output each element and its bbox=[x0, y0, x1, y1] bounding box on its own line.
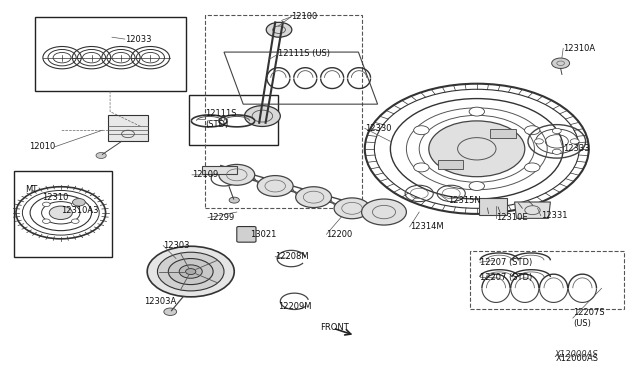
Bar bbox=[189, 95, 278, 145]
Circle shape bbox=[72, 219, 79, 224]
Bar bbox=[479, 198, 507, 215]
Circle shape bbox=[42, 219, 50, 224]
Circle shape bbox=[296, 187, 332, 208]
Text: 12100: 12100 bbox=[291, 12, 317, 21]
Circle shape bbox=[525, 163, 540, 172]
FancyBboxPatch shape bbox=[237, 227, 256, 242]
Circle shape bbox=[552, 149, 561, 154]
Polygon shape bbox=[288, 182, 301, 201]
Text: 12310A: 12310A bbox=[563, 44, 595, 53]
Text: 12209M: 12209M bbox=[278, 302, 312, 311]
Text: 12315N: 12315N bbox=[448, 196, 481, 205]
Text: 12333: 12333 bbox=[563, 144, 590, 153]
Circle shape bbox=[552, 58, 570, 68]
Circle shape bbox=[186, 269, 196, 275]
Circle shape bbox=[96, 153, 106, 158]
Circle shape bbox=[147, 246, 234, 297]
Text: 12331: 12331 bbox=[541, 211, 567, 220]
Circle shape bbox=[534, 139, 543, 144]
Circle shape bbox=[334, 198, 370, 219]
Text: 12010: 12010 bbox=[29, 142, 55, 151]
Circle shape bbox=[229, 197, 239, 203]
Circle shape bbox=[266, 22, 292, 37]
Circle shape bbox=[570, 139, 579, 144]
Text: 12207S
(US): 12207S (US) bbox=[573, 308, 604, 328]
Text: 12299: 12299 bbox=[208, 213, 234, 222]
Circle shape bbox=[469, 182, 484, 190]
Text: X12000AS: X12000AS bbox=[555, 350, 598, 359]
Circle shape bbox=[469, 107, 484, 116]
Circle shape bbox=[219, 164, 255, 185]
Text: 12109: 12109 bbox=[192, 170, 218, 179]
Circle shape bbox=[413, 126, 429, 135]
Text: 12207 (STD): 12207 (STD) bbox=[480, 258, 532, 267]
Text: 12303: 12303 bbox=[163, 241, 189, 250]
Circle shape bbox=[244, 106, 280, 126]
Text: 12314M: 12314M bbox=[410, 222, 444, 231]
Circle shape bbox=[42, 202, 50, 206]
Circle shape bbox=[168, 259, 213, 285]
Circle shape bbox=[413, 163, 429, 172]
Circle shape bbox=[257, 176, 293, 196]
Circle shape bbox=[164, 308, 177, 315]
Text: 12111S (US): 12111S (US) bbox=[278, 49, 330, 58]
Polygon shape bbox=[250, 171, 262, 190]
Text: 12208M: 12208M bbox=[275, 252, 309, 261]
Text: 12310: 12310 bbox=[42, 193, 68, 202]
Circle shape bbox=[552, 128, 561, 134]
Bar bbox=[438, 160, 463, 169]
Text: 12310A3: 12310A3 bbox=[61, 206, 99, 215]
Bar bbox=[14, 171, 112, 257]
Text: FRONT: FRONT bbox=[320, 323, 349, 332]
Bar bbox=[202, 166, 237, 174]
Circle shape bbox=[49, 206, 72, 219]
Circle shape bbox=[525, 126, 540, 135]
Text: 13021: 13021 bbox=[250, 230, 276, 239]
Text: 12303A: 12303A bbox=[144, 297, 176, 306]
Text: 12207 (STD): 12207 (STD) bbox=[480, 273, 532, 282]
Text: MT: MT bbox=[26, 185, 38, 194]
Circle shape bbox=[179, 265, 202, 278]
Circle shape bbox=[429, 121, 525, 177]
Text: X12000AS: X12000AS bbox=[556, 355, 598, 363]
Circle shape bbox=[362, 199, 406, 225]
Bar bbox=[108, 115, 148, 141]
Text: 12111S
(STD): 12111S (STD) bbox=[205, 109, 236, 129]
Bar bbox=[205, 15, 362, 208]
Text: 12033: 12033 bbox=[125, 35, 151, 44]
Circle shape bbox=[72, 202, 79, 206]
Circle shape bbox=[72, 199, 85, 206]
Text: 12310E: 12310E bbox=[496, 213, 527, 222]
Text: 12200: 12200 bbox=[326, 230, 353, 239]
Circle shape bbox=[157, 252, 224, 291]
Bar bbox=[470, 251, 624, 309]
Polygon shape bbox=[515, 202, 550, 218]
Bar bbox=[490, 129, 516, 138]
Polygon shape bbox=[326, 193, 339, 212]
Text: 12330: 12330 bbox=[365, 124, 391, 133]
Bar bbox=[35, 17, 186, 91]
